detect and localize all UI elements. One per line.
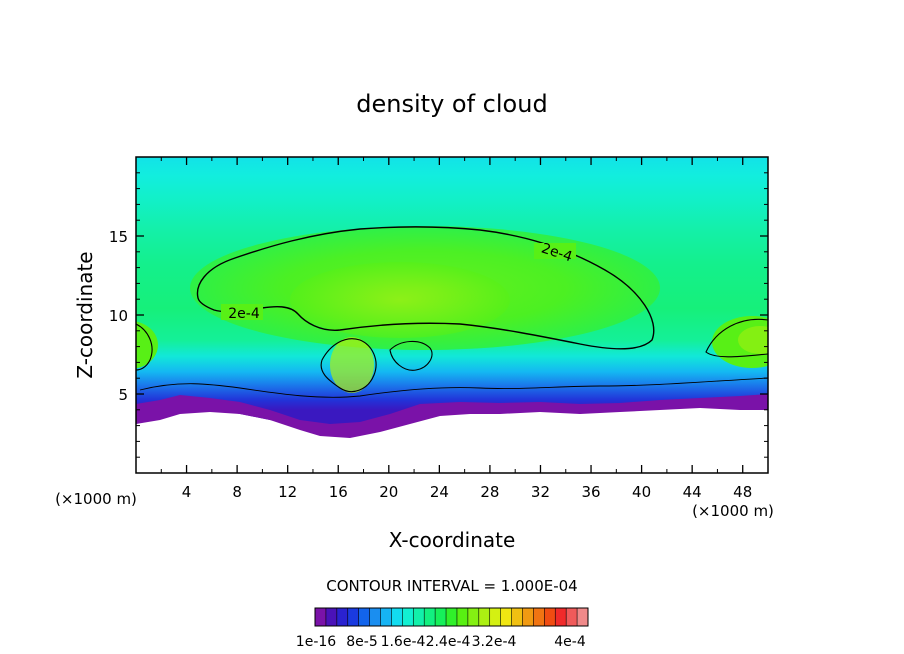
colorbar-swatch — [369, 608, 381, 626]
colorbar-swatch — [336, 608, 349, 626]
colorbar-swatch — [511, 608, 523, 626]
x-tick-label: 48 — [733, 483, 752, 501]
colorbar-swatch — [358, 608, 370, 626]
heatmap-clear-region — [136, 404, 768, 473]
x-unit-right: (×1000 m) — [692, 502, 774, 520]
heatmap-edge-cell-right-inner — [738, 326, 768, 354]
x-unit-left: (×1000 m) — [55, 490, 137, 508]
heatmap-edge-band — [136, 394, 768, 438]
x-tick-label: 44 — [683, 483, 702, 501]
contour-interval-text: CONTOUR INTERVAL = 1.000E-04 — [326, 577, 577, 595]
colorbar-swatch — [533, 608, 545, 626]
heatmap-edge-cell-left — [136, 321, 158, 369]
contour-line-edge-right — [705, 318, 768, 358]
heatmap-field — [136, 157, 768, 473]
colorbar-swatch — [347, 608, 359, 626]
contour-line-edge-left — [136, 323, 153, 371]
contour-line-2e-4 — [196, 226, 655, 350]
y-tick-label: 5 — [118, 386, 128, 404]
y-axis: 5 10 15 — [109, 172, 768, 458]
heatmap-core — [290, 262, 510, 338]
contour-label-background — [534, 243, 576, 259]
x-tick-label: 20 — [379, 483, 398, 501]
contour-line-embedded — [389, 340, 433, 371]
colorbar-swatch — [413, 608, 425, 626]
x-tick-label: 24 — [430, 483, 449, 501]
colorbar-tick-label: 3.2e-4 — [472, 634, 517, 650]
colorbar-swatch — [380, 608, 392, 626]
chart-title: density of cloud — [356, 90, 547, 118]
colorbar-tick-label: 1e-16 — [296, 634, 336, 650]
x-tick-label: 40 — [632, 483, 651, 501]
colorbar-swatch — [544, 608, 556, 626]
colorbar-tick-label: 2.4e-4 — [426, 634, 471, 650]
x-tick-label: 16 — [329, 483, 348, 501]
x-tick-label: 12 — [278, 483, 297, 501]
colorbar-swatch — [325, 608, 338, 626]
colorbar-tick-label: 1.6e-4 — [381, 634, 426, 650]
x-tick-label: 28 — [480, 483, 499, 501]
colorbar-swatch — [402, 608, 414, 626]
colorbar-swatch — [478, 608, 491, 626]
x-tick-label: 36 — [581, 483, 600, 501]
colorbar-swatch — [456, 608, 469, 626]
colorbar-swatch — [500, 608, 512, 626]
colorbar-frame — [314, 607, 589, 627]
x-axis: 4 8 12 16 20 24 28 32 36 40 44 48 — [160, 157, 752, 501]
heatmap-updraft-core — [330, 337, 374, 393]
colorbar-labels: 1e-16 8e-5 1.6e-4 2.4e-4 3.2e-4 4e-4 — [296, 634, 586, 650]
colorbar-swatch — [489, 608, 501, 626]
x-axis-label: X-coordinate — [389, 528, 516, 552]
colorbar-swatch — [446, 608, 458, 626]
colorbar-swatch — [522, 608, 534, 626]
x-tick-label: 32 — [531, 483, 550, 501]
colorbar-tick-label: 8e-5 — [346, 634, 377, 650]
colorbar-swatch — [435, 608, 447, 626]
x-tick-label: 4 — [182, 483, 192, 501]
colorbar-tick-label: 4e-4 — [554, 634, 586, 650]
contour-line-inner — [320, 338, 377, 393]
contour-label: 2e-4 — [228, 306, 260, 322]
x-tick-label: 8 — [232, 483, 242, 501]
colorbar-swatch — [391, 608, 403, 626]
colorbar-swatch — [566, 608, 578, 626]
contour-line-lower-rim — [139, 377, 768, 398]
colorbar-swatch — [424, 608, 436, 626]
colorbar-swatch — [577, 608, 589, 626]
colorbar-swatch — [467, 608, 480, 626]
colorbar — [314, 607, 589, 627]
y-axis-label: Z-coordinate — [73, 251, 97, 378]
y-tick-label: 15 — [109, 228, 128, 246]
colorbar-swatch — [315, 608, 327, 626]
colorbar-swatch — [555, 608, 567, 626]
y-tick-label: 10 — [109, 307, 128, 325]
contour-label-background — [221, 304, 263, 320]
